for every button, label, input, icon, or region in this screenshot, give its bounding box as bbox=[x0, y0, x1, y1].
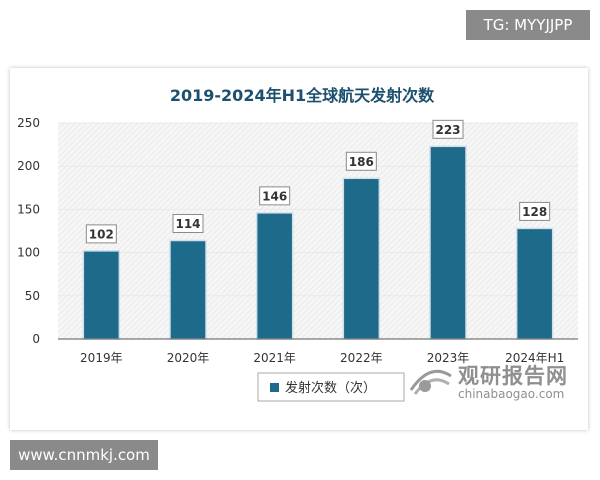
y-tick-label: 150 bbox=[17, 202, 40, 216]
data-label-box bbox=[345, 151, 377, 171]
site-badge: www.cnnmkj.com bbox=[10, 440, 158, 470]
y-tick-label: 250 bbox=[17, 116, 40, 130]
legend: 发射次数（次） bbox=[257, 372, 405, 402]
x-tick-label: 2022年 bbox=[340, 351, 383, 365]
y-axis-ticks: 0 50 100 150 200 250 bbox=[17, 116, 40, 346]
y-tick-label: 0 bbox=[32, 332, 40, 346]
data-label: 223 bbox=[435, 123, 460, 137]
bar bbox=[82, 250, 121, 340]
gridlines bbox=[58, 122, 578, 297]
y-tick-label: 200 bbox=[17, 159, 40, 173]
chart-title: 2019-2024年H1全球航天发射次数 bbox=[170, 86, 435, 105]
x-axis-ticks: 2019年 2020年 2021年 2022年 2023年 2024年H1 bbox=[80, 351, 564, 365]
x-tick-label: 2021年 bbox=[253, 351, 296, 365]
y-tick-label: 100 bbox=[17, 246, 40, 260]
data-label: 128 bbox=[522, 205, 547, 219]
legend-swatch bbox=[270, 383, 279, 392]
data-label-box bbox=[259, 186, 291, 206]
data-label-box bbox=[432, 119, 464, 139]
data-label: 102 bbox=[89, 227, 114, 241]
bar bbox=[429, 145, 467, 340]
data-labels: 102 114 146 186 223 128 bbox=[85, 119, 551, 244]
x-tick-label: 2019年 bbox=[80, 351, 123, 365]
bar bbox=[342, 177, 381, 340]
legend-label: 发射次数（次） bbox=[285, 380, 376, 396]
tg-badge: TG: MYYJJPP bbox=[466, 10, 590, 40]
watermark-url: chinabaogao.com bbox=[458, 387, 565, 401]
bars bbox=[82, 145, 554, 340]
data-label-box bbox=[85, 224, 117, 244]
bar bbox=[169, 239, 207, 340]
x-tick-label: 2020年 bbox=[167, 351, 210, 365]
data-label-box bbox=[519, 201, 551, 221]
plot-area bbox=[58, 123, 578, 339]
data-label: 186 bbox=[349, 155, 374, 169]
bar bbox=[255, 212, 294, 340]
watermark-logo-icon bbox=[409, 369, 452, 395]
y-tick-label: 50 bbox=[25, 289, 40, 303]
legend-box bbox=[257, 372, 405, 402]
x-tick-label: 2023年 bbox=[427, 351, 470, 365]
watermark-name: 观研报告网 bbox=[458, 364, 568, 388]
data-label-box bbox=[172, 214, 204, 234]
data-label: 146 bbox=[262, 189, 287, 203]
x-tick-label: 2024年H1 bbox=[505, 351, 564, 365]
data-label: 114 bbox=[175, 217, 200, 231]
bar bbox=[515, 227, 554, 340]
